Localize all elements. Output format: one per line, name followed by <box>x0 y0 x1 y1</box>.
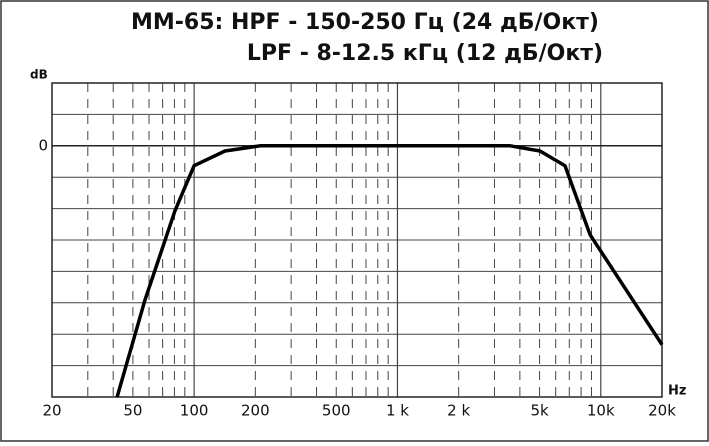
x-tick-label: 50 <box>123 402 142 420</box>
x-tick-label: 20 <box>42 402 61 420</box>
chart-title: MM-65: HPF - 150-250 Гц (24 дБ/Окт) <box>131 10 599 35</box>
x-tick-label: 10k <box>587 402 615 420</box>
chart-subtitle: LPF - 8-12.5 кГц (12 дБ/Окт) <box>247 41 603 66</box>
x-tick-label: 100 <box>180 402 209 420</box>
plot-border <box>51 82 663 398</box>
response-line <box>115 144 664 398</box>
x-axis-label: Hz <box>668 384 686 399</box>
y-axis-label: dB <box>30 68 48 82</box>
x-tick-label: 200 <box>241 402 270 420</box>
x-tick-label: 2 k <box>447 402 470 420</box>
x-tick-label: 500 <box>322 402 351 420</box>
x-tick-label: 5k <box>530 402 549 420</box>
x-tick-label: 20k <box>648 402 676 420</box>
y-tick-label: 0 <box>38 136 48 154</box>
x-tick-label: 1 k <box>386 402 409 420</box>
